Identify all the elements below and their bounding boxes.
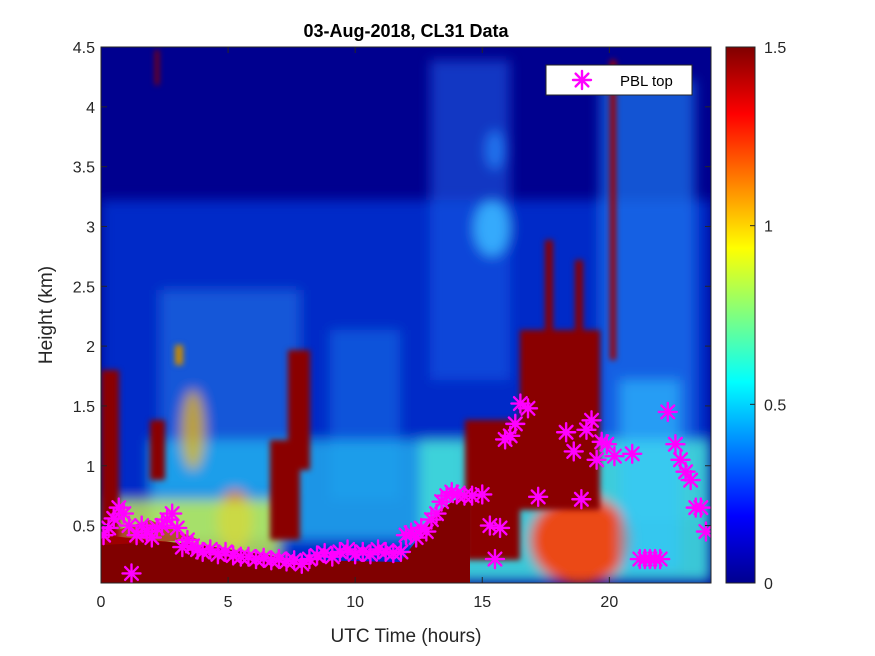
pbl-top-point: [581, 410, 602, 431]
y-tick-label: 2.5: [73, 279, 95, 296]
pbl-top-point: [690, 497, 711, 518]
y-tick-label: 3: [86, 219, 95, 236]
pbl-top-point: [604, 445, 625, 467]
y-tick-label: 0.5: [73, 519, 95, 536]
pbl-top-markers: [101, 393, 711, 583]
pbl-top-point: [167, 517, 188, 539]
pbl-top-point: [596, 434, 617, 455]
pbl-top-point: [571, 489, 592, 510]
y-tick-label: 4.5: [73, 40, 95, 57]
colorbar-tick-label: 0.5: [764, 397, 786, 414]
pbl-top-point: [622, 443, 643, 464]
y-tick-label: 2: [86, 339, 95, 356]
y-axis-label: Height (km): [36, 266, 57, 364]
pbl-top-point: [141, 527, 163, 548]
y-tick-label: 1: [86, 459, 95, 476]
pbl-top-point: [161, 503, 183, 524]
pbl-top-point: [472, 484, 493, 505]
pbl-top-point: [238, 546, 259, 567]
pbl-top-point: [576, 419, 597, 441]
pbl-top-point: [484, 548, 506, 570]
x-tick-label: 10: [346, 594, 364, 611]
pbl-top-point: [215, 541, 236, 563]
chart-title: 03-Aug-2018, CL31 Data: [303, 21, 509, 41]
heatmap-field: [101, 47, 711, 583]
pbl-top-point: [657, 401, 678, 423]
legend: PBL top: [545, 64, 693, 96]
y-tick-label: 1.5: [73, 399, 95, 416]
plot-area-border: [100, 46, 712, 584]
x-tick-label: 20: [600, 594, 618, 611]
colorbar-ticks: 0 0.5 1 1.5: [750, 40, 786, 593]
legend-marker-icon: [571, 69, 593, 91]
colorbar-tick-label: 1.5: [764, 40, 786, 57]
pbl-top-point: [675, 461, 696, 482]
legend-marker-symbol: [571, 69, 593, 91]
colorbar-tick-label: 1: [764, 219, 773, 236]
y-tick-label: 4: [86, 100, 95, 117]
pbl-top-point: [555, 422, 577, 443]
legend-entry-pbl-top: PBL top: [620, 73, 673, 90]
pbl-top-point: [510, 393, 531, 414]
pbl-top-point: [101, 517, 119, 539]
pbl-top-point: [563, 441, 584, 462]
pbl-top-point: [680, 469, 701, 491]
colorbar-gradient: [725, 46, 756, 584]
x-tick-label: 5: [224, 594, 233, 611]
pbl-top-point: [517, 398, 539, 419]
colorbar: 0 0.5 1 1.5: [725, 40, 786, 593]
x-axis-label: UTC Time (hours): [331, 626, 482, 647]
y-axis-ticks: 0.5 1 1.5 2 2.5 3 3.5 4 4.5: [73, 40, 711, 536]
pbl-top-point: [505, 413, 526, 435]
pbl-top-point: [665, 434, 686, 455]
y-tick-label: 3.5: [73, 160, 95, 177]
x-axis-ticks: 0 5 10 15 20: [97, 47, 618, 611]
legend-box: [545, 64, 693, 96]
pbl-top-point: [390, 541, 412, 563]
x-tick-label: 0: [97, 594, 106, 611]
pbl-top-point: [649, 548, 671, 570]
pbl-top-point: [489, 517, 511, 539]
pbl-top-point: [121, 563, 142, 583]
x-tick-label: 15: [473, 594, 491, 611]
colorbar-tick-label: 0: [764, 576, 773, 593]
pbl-top-point: [200, 539, 221, 560]
pbl-top-point: [586, 449, 607, 470]
pbl-top-point: [527, 486, 549, 508]
